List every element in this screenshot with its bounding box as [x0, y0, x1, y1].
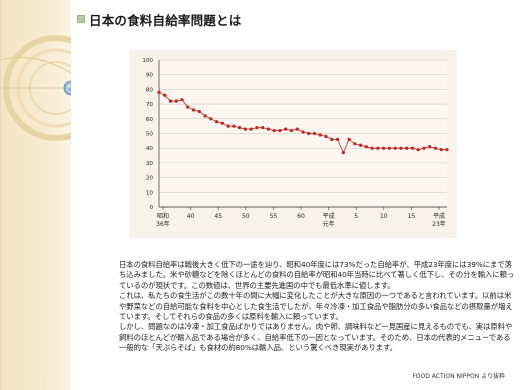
page-title: 日本の食料自給率問題とは [89, 12, 242, 28]
data-point [168, 99, 173, 103]
x-tick-label: 50 [242, 213, 250, 220]
body-paragraph-3: しかし、問題なのは冷凍・加工食品ばかりではありません。肉や卵、調味料など一見国産… [119, 322, 513, 353]
data-point [428, 145, 432, 149]
body-paragraph-2: これは、私たちの食生活がこの数十年の間に大幅に変化したことが大きな原因の一つであ… [119, 291, 513, 322]
data-point [382, 146, 386, 150]
x-tick-label: 55 [270, 213, 278, 220]
x-tick-label: 15 [408, 213, 416, 220]
data-point [387, 146, 391, 150]
data-point [324, 134, 328, 139]
source-note: FOOD ACTION NIPPON より抜粋 [412, 373, 505, 380]
body-paragraph-1: 日本の食料自給率は戦後大きく低下の一途を辿り、昭和40年度には73%だった自給率… [119, 260, 515, 290]
content-panel: 日本の食料自給率問題とは 100 90 80 70 60 50 40 30 20 10 0 昭和 36年… [71, 0, 526, 390]
data-point [364, 145, 368, 149]
data-point [191, 108, 196, 112]
data-point [243, 127, 247, 131]
x-tick-label: 10 [380, 213, 388, 220]
data-point [163, 93, 167, 97]
data-point [266, 127, 271, 131]
data-point [215, 120, 219, 124]
x-tick-label-line2: 元年 [323, 220, 335, 228]
x-tick-label: 平成 [433, 212, 445, 220]
data-point [445, 148, 449, 152]
data-point [174, 99, 178, 103]
y-tick-label: 10 [146, 190, 154, 196]
data-point [399, 146, 403, 150]
y-tick-label: 100 [142, 58, 153, 64]
data-point [272, 128, 276, 133]
y-tick-label: 20 [146, 176, 154, 182]
data-point [433, 146, 438, 150]
body-text: 日本の食料自給率は戦後大きく低下の一途を辿り、昭和40年度には73%だった自給率… [119, 260, 517, 354]
data-point [307, 131, 311, 136]
data-point [422, 146, 426, 150]
data-point [157, 90, 161, 94]
y-tick-label: 80 [146, 87, 154, 93]
x-tick-label-line2: 36年 [156, 220, 170, 228]
y-tick-label: 90 [146, 73, 154, 79]
data-point [353, 142, 357, 146]
x-tick-label: 45 [214, 213, 222, 220]
x-tick-label: 平成 [323, 212, 335, 220]
x-tick-label: 60 [297, 213, 305, 220]
x-tick-label: 40 [187, 213, 195, 220]
data-point [330, 137, 334, 141]
y-tick-label: 40 [146, 146, 154, 152]
data-point [203, 114, 207, 118]
x-tick-label: 昭和 [157, 212, 169, 220]
data-point [416, 148, 420, 152]
y-tick-label: 0 [149, 205, 153, 211]
data-point [226, 124, 230, 128]
data-point [312, 131, 317, 136]
data-point [289, 128, 294, 133]
data-point [335, 137, 340, 141]
title-bullet-icon [77, 15, 85, 23]
data-point [220, 121, 224, 125]
data-point [284, 127, 288, 131]
y-tick-label: 30 [146, 161, 154, 167]
data-point [359, 143, 363, 147]
data-point [180, 98, 184, 102]
data-point [318, 133, 322, 137]
data-point [410, 146, 415, 150]
data-point [405, 146, 409, 150]
x-tick-label: 5 [354, 213, 358, 220]
data-point [186, 105, 190, 109]
data-point [295, 127, 299, 131]
title-row: 日本の食料自給率問題とは [77, 8, 517, 30]
data-point [278, 128, 282, 133]
data-point [347, 137, 351, 141]
data-point [393, 146, 397, 150]
data-point [376, 146, 380, 150]
data-point [238, 126, 242, 130]
y-tick-label: 50 [146, 132, 154, 138]
data-point [301, 130, 305, 134]
x-tick-label-line2: 23年 [432, 220, 446, 228]
chart-frame: 100 90 80 70 60 50 40 30 20 10 0 昭和 36年 40 45 50 55 60 平成元… [129, 50, 457, 238]
data-point [249, 127, 253, 131]
data-point [261, 126, 265, 130]
data-point [439, 148, 443, 152]
y-tick-label: 70 [146, 102, 154, 108]
y-tick-label: 60 [146, 117, 154, 123]
data-point [209, 117, 213, 121]
data-point [341, 151, 345, 155]
data-point [197, 109, 201, 114]
data-point [370, 146, 374, 150]
data-point [232, 124, 236, 128]
data-point [255, 126, 259, 130]
